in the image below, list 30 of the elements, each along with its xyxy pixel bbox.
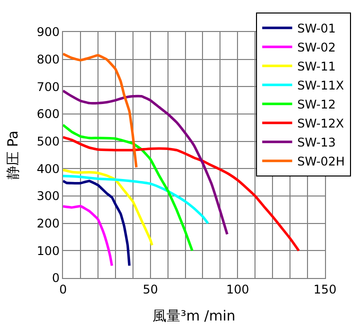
x-tick-label: 150 — [314, 282, 336, 296]
legend-label: SW-02H — [297, 154, 345, 168]
legend-label: SW-12X — [297, 116, 344, 130]
line-series — [63, 174, 210, 225]
y-tick-label: 600 — [36, 107, 60, 122]
y-tick-label: 200 — [36, 216, 60, 231]
x-tick-label: 50 — [142, 282, 158, 296]
line-series — [63, 52, 138, 169]
legend-label: SW-01 — [297, 22, 336, 36]
line-series — [63, 124, 194, 252]
y-tick-label: 300 — [36, 189, 60, 204]
legend-label: SW-11X — [297, 78, 344, 92]
x-axis-title: 風量³m /min — [152, 308, 236, 325]
y-axis-title: 静圧 Pa — [5, 130, 22, 180]
y-tick-label: 400 — [36, 162, 60, 176]
y-tick-label: 100 — [36, 244, 60, 258]
line-series — [63, 204, 114, 267]
y-tick-label: 900 — [36, 25, 60, 40]
line-series — [63, 180, 131, 267]
x-tick-label: 100 — [226, 282, 250, 296]
legend-label: SW-13 — [297, 136, 336, 150]
legend-label: SW-12 — [297, 98, 336, 112]
y-tick-label: 500 — [36, 134, 60, 149]
y-tick-label: 0 — [52, 271, 60, 286]
legend-label: SW-02 — [297, 40, 336, 54]
line-series — [63, 168, 154, 246]
legend-label: SW-11 — [297, 60, 336, 74]
line-series — [63, 90, 228, 236]
y-tick-label: 700 — [36, 80, 60, 94]
y-tick-label: 800 — [36, 52, 60, 67]
